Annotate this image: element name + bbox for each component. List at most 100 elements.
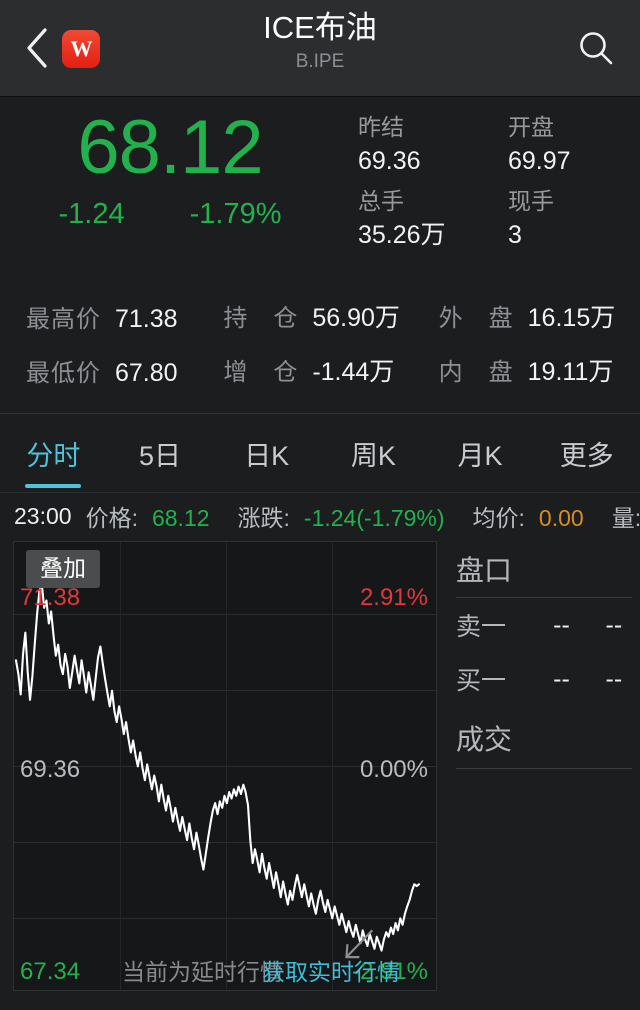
stat-label: 持 仓 xyxy=(223,305,299,332)
tab-label: 周K xyxy=(350,440,396,471)
info-change-label: 涨跌: xyxy=(237,505,290,531)
order-book-ask-row[interactable]: 卖一 -- -- xyxy=(446,598,640,652)
overlay-button[interactable]: 叠加 xyxy=(26,550,100,588)
chart-crosshair-info: 23:00 价格: 68.12 涨跌: -1.24(-1.79%) 均价: 0.00 … xyxy=(0,493,640,539)
stat-value: 16.15万 xyxy=(527,304,616,332)
tab-label: 更多 xyxy=(559,440,614,471)
field-value: 69.36 xyxy=(358,147,421,175)
tab-daily-k[interactable]: 日K xyxy=(213,414,320,492)
stat-value: 19.11万 xyxy=(527,358,614,386)
bid-volume: -- xyxy=(605,664,623,693)
field-value: 69.97 xyxy=(508,147,571,175)
quote-field-current-volume: 现手 3 xyxy=(508,185,630,253)
chart-label-high-percent: 2.91% xyxy=(359,584,428,611)
field-label: 开盘 xyxy=(508,114,554,140)
info-price-group: 价格: 68.12 xyxy=(86,499,224,533)
ask-price: -- xyxy=(553,610,570,639)
info-avg-value: 0.00 xyxy=(538,505,584,531)
field-value: 3 xyxy=(508,221,522,249)
order-book-title: 盘口 xyxy=(456,555,513,586)
info-price-value: 68.12 xyxy=(151,505,210,531)
ask-volume: -- xyxy=(605,610,623,639)
info-change-group: 涨跌: -1.24(-1.79%) xyxy=(238,499,459,533)
chart-label-low-price: 67.34 xyxy=(20,958,81,985)
stat-high-price: 最高价 71.38 xyxy=(0,299,213,334)
stat-low-price: 最低价 67.80 xyxy=(0,353,213,388)
quote-fields: 昨结 69.36 开盘 69.97 总手 35.26万 现手 3 xyxy=(358,111,630,253)
stat-open-interest-change: 增 仓 -1.44万 xyxy=(213,352,426,388)
gridline-v xyxy=(332,542,333,990)
price-change-row: -1.24 -1.79% xyxy=(0,197,340,231)
price-change-percent: -1.79% xyxy=(189,198,282,230)
info-volume-label: 量: xyxy=(611,505,640,531)
price-change: -1.24 xyxy=(58,198,125,230)
info-time: 23:00 xyxy=(14,502,72,529)
stat-label: 最高价 xyxy=(26,305,101,333)
stat-label: 最低价 xyxy=(26,359,101,387)
gridline-h xyxy=(14,614,436,615)
chart-label-mid-percent: 0.00% xyxy=(359,756,428,783)
ask-label: 卖一 xyxy=(456,613,507,641)
app-logo-letter: W xyxy=(70,36,93,61)
gridline-h xyxy=(14,766,436,767)
info-change-value: -1.24(-1.79%) xyxy=(303,505,445,531)
field-label: 总手 xyxy=(358,188,404,214)
bid-label: 买一 xyxy=(456,667,507,695)
stats-row-low: 最低价 67.80 增 仓 -1.44万 内 盘 19.11万 xyxy=(0,343,640,397)
price-line-series xyxy=(14,582,421,959)
chart-label-low-percent: -2.91% xyxy=(351,958,428,985)
tab-label: 5日 xyxy=(138,440,182,471)
quote-field-total-volume: 总手 35.26万 xyxy=(358,185,508,253)
quote-field-prev-close: 昨结 69.36 xyxy=(358,111,508,179)
delayed-quote-note: 当前为延时行情 xyxy=(122,959,283,985)
stat-label: 内 盘 xyxy=(438,359,514,386)
quote-summary: 68.12 -1.24 -1.79% 昨结 69.36 开盘 69.97 总手 … xyxy=(0,97,640,283)
search-button[interactable] xyxy=(570,22,622,74)
intraday-chart[interactable]: 叠加 71.38 2.91% 69.36 0.00% 67.34 -2.91% … xyxy=(13,541,437,991)
last-price: 68.12 xyxy=(77,105,263,190)
tab-label: 日K xyxy=(244,440,290,471)
stat-label: 增 仓 xyxy=(223,359,299,386)
trades-title: 成交 xyxy=(456,724,513,755)
gridline-h xyxy=(14,918,436,919)
trend-arrow-icon xyxy=(345,929,374,959)
section-divider xyxy=(0,413,640,414)
stat-label: 外 盘 xyxy=(438,305,514,332)
chart-and-orderbook: 叠加 71.38 2.91% 69.36 0.00% 67.34 -2.91% … xyxy=(0,539,640,1001)
stat-value: 71.38 xyxy=(115,304,178,333)
stat-open-interest: 持 仓 56.90万 xyxy=(213,298,426,334)
field-label: 现手 xyxy=(508,188,554,214)
price-block: 68.12 -1.24 -1.79% xyxy=(0,105,340,231)
trades-rule xyxy=(456,768,632,769)
gridline-h xyxy=(14,690,436,691)
back-button[interactable] xyxy=(18,24,58,72)
info-avg-label: 均价: xyxy=(472,505,525,531)
field-label: 昨结 xyxy=(358,114,404,140)
info-avg-group: 均价: 0.00 xyxy=(473,499,598,533)
chart-label-high-price: 71.38 xyxy=(20,584,81,611)
info-price-label: 价格: xyxy=(85,505,138,531)
tab-intraday[interactable]: 分时 xyxy=(0,414,107,492)
app-logo-icon[interactable]: W xyxy=(62,30,100,68)
gridline-v xyxy=(120,542,121,990)
stat-value: -1.44万 xyxy=(312,358,395,386)
field-value: 35.26万 xyxy=(358,221,446,249)
tab-label: 月K xyxy=(457,440,503,471)
app-header: W ICE布油 B.IPE xyxy=(0,0,640,97)
stat-value: 67.80 xyxy=(115,358,178,387)
gridline-v xyxy=(226,542,227,990)
search-icon xyxy=(580,32,613,65)
stats-table: 最高价 71.38 持 仓 56.90万 外 盘 16.15万 最低价 67.8… xyxy=(0,283,640,414)
tab-more[interactable]: 更多 xyxy=(533,414,640,492)
order-book-panel: 盘口 卖一 -- -- 买一 -- -- 成交 xyxy=(446,541,640,991)
chart-tabs: 分时 5日 日K 周K 月K 更多 xyxy=(0,414,640,493)
realtime-quote-link[interactable]: 获取实时行情 xyxy=(262,959,400,985)
order-book-bid-row[interactable]: 买一 -- -- xyxy=(446,652,640,706)
tab-monthly-k[interactable]: 月K xyxy=(427,414,534,492)
gridline-h xyxy=(14,842,436,843)
bid-price: -- xyxy=(553,664,570,693)
tab-weekly-k[interactable]: 周K xyxy=(320,414,427,492)
chart-label-mid-price: 69.36 xyxy=(20,756,81,783)
tab-5day[interactable]: 5日 xyxy=(107,414,214,492)
info-volume-group: 量:0 xyxy=(612,499,640,533)
